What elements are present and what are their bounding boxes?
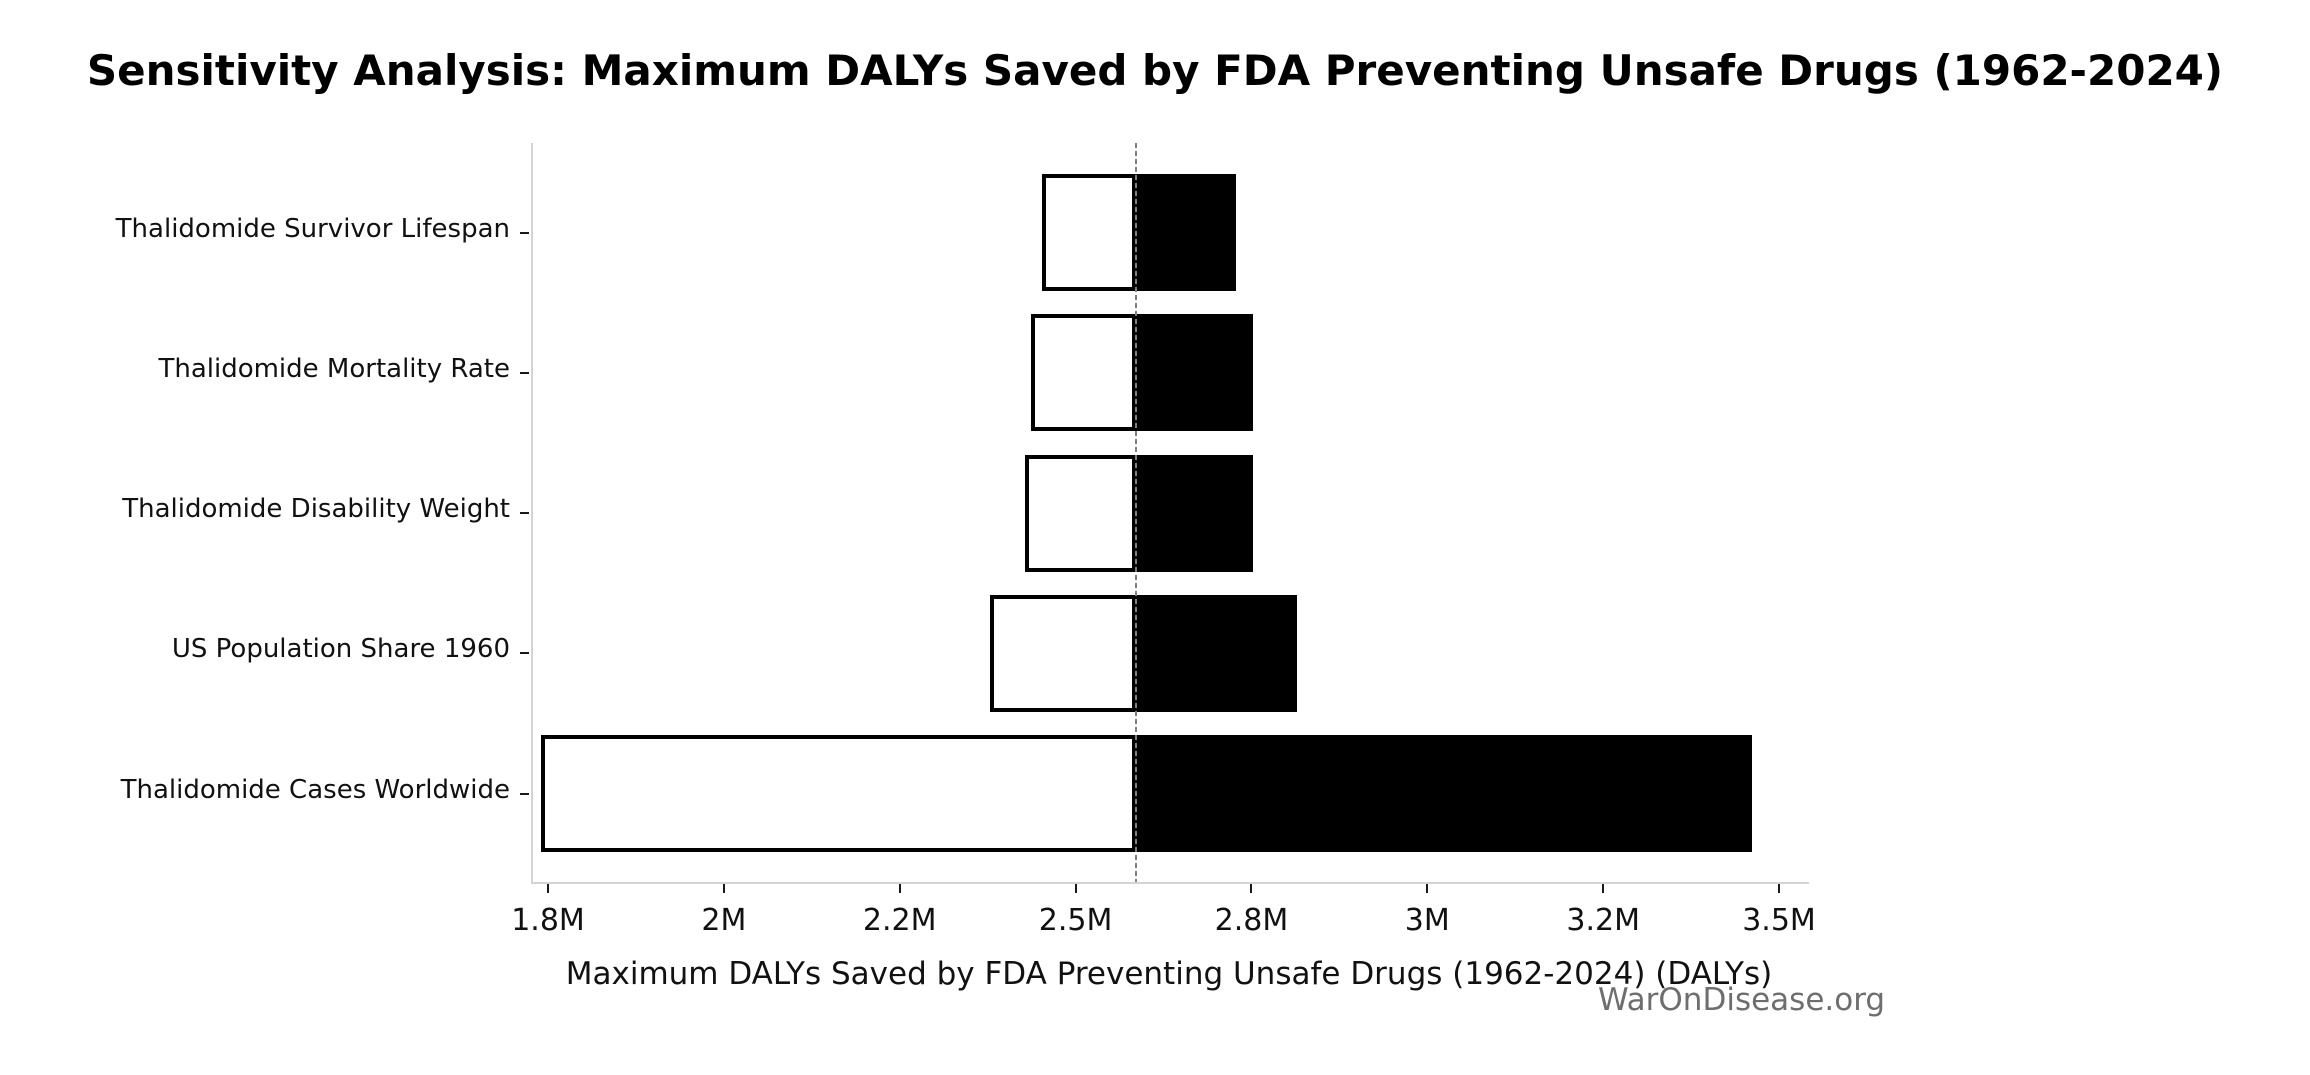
y-axis-tick-mark [520,231,529,234]
y-axis-tick-mark [520,652,529,655]
bar-high-segment [1136,454,1254,572]
bar-high-segment [1136,594,1298,712]
bar-low-segment [989,594,1137,712]
baseline-dashed-line [1135,143,1138,882]
bar-high-segment [1136,314,1254,432]
y-axis-tick-mark [520,512,529,514]
chart-title: Sensitivity Analysis: Maximum DALYs Save… [86,46,2224,95]
y-axis-tick-mark [520,371,529,374]
bar-high-segment [1136,174,1236,291]
y-axis-category-label: Thalidomide Cases Worldwide [120,774,510,805]
x-axis-tick-mark [1602,884,1605,893]
x-axis-tick-label: 3M [1404,903,1450,938]
x-axis-tick-label: 2M [701,903,747,938]
bar-low-segment [1042,174,1137,291]
x-axis-tick-label: 3.2M [1566,903,1640,938]
x-axis-tick-mark [1778,884,1781,893]
x-axis-tick-mark [722,884,725,893]
plot-area [531,143,1809,884]
bar-low-segment [541,735,1137,852]
watermark: WarOnDisease.org [1598,982,1886,1018]
x-axis-tick-label: 2.8M [1214,903,1289,938]
x-axis-tick-label: 2.5M [1038,903,1113,938]
y-axis-category-label: Thalidomide Mortality Rate [158,353,510,384]
bar-low-segment [1030,314,1137,432]
x-axis-tick-mark [898,884,901,893]
y-axis-category-label: Thalidomide Disability Weight [122,494,510,524]
y-axis-category-label: US Population Share 1960 [171,634,510,665]
bar-low-segment [1024,454,1137,572]
x-axis-tick-mark [1426,884,1429,893]
bar-high-segment [1136,735,1752,852]
x-axis-tick-mark [1074,884,1077,893]
x-axis-tick-label: 2.2M [862,903,937,938]
x-axis-label: Maximum DALYs Saved by FDA Preventing Un… [565,956,1773,992]
x-axis-tick-label: 1.8M [511,903,585,938]
x-axis-tick-mark [1250,884,1253,893]
y-axis-category-label: Thalidomide Survivor Lifespan [115,213,510,244]
x-axis-tick-mark [547,884,549,893]
y-axis-tick-mark [520,792,529,795]
x-axis-tick-label: 3.5M [1742,903,1816,938]
